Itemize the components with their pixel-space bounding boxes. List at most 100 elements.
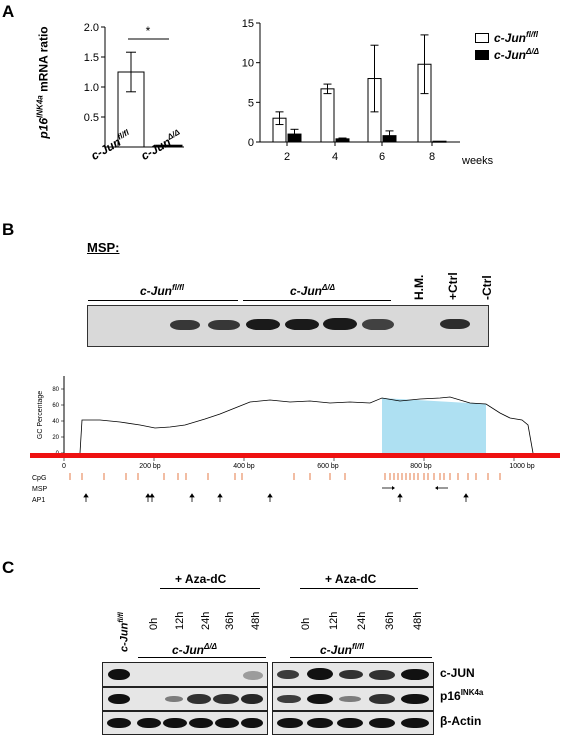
gel-band [285, 319, 319, 330]
sequence-baseline [30, 453, 560, 458]
blot-band [163, 718, 187, 728]
y-tick-label: 5 [248, 97, 254, 109]
blot-band [339, 670, 363, 679]
gc-x-tick-label: 600 bp [317, 463, 339, 470]
bar [432, 140, 447, 143]
blot-band [215, 718, 239, 728]
blot-band [241, 718, 263, 728]
time-point-label: 0h [300, 617, 312, 630]
blot-band [277, 718, 303, 728]
blot-band [369, 718, 395, 728]
blot-band [108, 694, 130, 704]
legend: c-Junfl/fl c-JunΔ/Δ [475, 30, 539, 62]
blot-band [277, 670, 299, 679]
legend-item-delta: c-JunΔ/Δ [475, 47, 539, 62]
blot-band [401, 718, 429, 728]
y-tick-label: 1.0 [84, 82, 99, 94]
weeks-chart: 15 10 5 0 2 4 6 8 [242, 18, 460, 163]
blot-band [307, 668, 333, 680]
gc-y-tick-label: 60 [52, 403, 59, 409]
gc-x-tick-label: 800 bp [410, 463, 432, 470]
weeks-unit-label: weeks [462, 155, 494, 167]
aza-line-right [300, 588, 418, 589]
gc-y-tick-label: 20 [52, 435, 59, 441]
blot-band [369, 694, 395, 704]
gel-band [170, 320, 200, 330]
blot-actin-left [102, 711, 268, 735]
p16-mrna-chart: 2.0 1.5 1.0 0.5 * [84, 22, 184, 148]
blot-actin-right [272, 711, 434, 735]
time-point-label: 36h [224, 611, 236, 630]
gc-x-tick-label: 0 [62, 463, 66, 470]
gc-x-tick-label: 400 bp [233, 463, 255, 470]
gel-band [208, 320, 240, 330]
blot-cjun-left [102, 662, 268, 687]
gc-y-tick-label: 80 [52, 387, 59, 393]
blot-band [307, 718, 333, 728]
x-tick-label: 8 [429, 151, 435, 163]
bar [320, 88, 335, 143]
blot-band [108, 669, 130, 680]
x-tick-label: 2 [284, 151, 290, 163]
time-point-label: 48h [250, 611, 262, 630]
blot-band [189, 718, 213, 728]
bar [155, 144, 183, 148]
row-label-actin: β-Actin [440, 714, 482, 728]
panel-letter-b: B [2, 220, 15, 239]
gc-x-tick-label: 200 bp [139, 463, 161, 470]
blot-band [369, 670, 395, 680]
blot-band [243, 671, 263, 680]
aza-label-right: + Aza-dC [325, 572, 377, 586]
blot-band [165, 696, 183, 702]
gc-y-tick-label: 40 [52, 419, 59, 425]
time-point-label: 24h [200, 611, 212, 630]
gel-band [440, 319, 470, 329]
x-tick-label: 6 [379, 151, 385, 163]
ctrl-pos: +Ctrl [446, 272, 460, 300]
blot-band [241, 694, 263, 704]
blot-group-flfl: c-Junfl/fl [320, 642, 365, 657]
blot-band [137, 718, 161, 728]
blot-band [213, 694, 239, 704]
x-tick-label: 4 [332, 151, 338, 163]
blot-band [401, 694, 429, 704]
row-label-cjun: c-JUN [440, 666, 475, 680]
gel-band [246, 319, 280, 330]
gc-x-tick-label: 1000 bp [509, 463, 534, 470]
ctrl-neg: -Ctrl [480, 275, 494, 300]
blot-band [107, 718, 131, 728]
gc-curve [79, 396, 534, 454]
y-tick-label: 0.5 [84, 112, 99, 124]
legend-swatch-flfl [475, 32, 489, 43]
ap1-arrowhead [463, 493, 469, 498]
ap1-arrowhead [189, 493, 195, 498]
time-point-label: 48h [412, 611, 424, 630]
blot-p16-right [272, 687, 434, 711]
track-msp-label: MSP [32, 486, 48, 493]
ap1-arrowhead [397, 493, 403, 498]
ap1-arrowhead [149, 493, 155, 498]
significance-star: * [146, 24, 151, 38]
msp-label: MSP: [87, 240, 120, 255]
legend-item-flfl: c-Junfl/fl [475, 30, 539, 45]
time-point-label: 0h [148, 617, 160, 630]
panel-letter-c: C [2, 558, 15, 577]
time-point-label: 24h [356, 611, 368, 630]
y-tick-label: 10 [242, 58, 254, 70]
ap1-arrowhead [83, 493, 89, 498]
y-tick-label: 0 [248, 137, 254, 149]
ctrl-hm: H.M. [412, 274, 426, 300]
blot-p16-left [102, 687, 268, 711]
aza-line-left [160, 588, 260, 589]
row-label-p16: p16INK4a [440, 688, 484, 703]
msp-gel [87, 305, 489, 347]
time-point-label: 36h [384, 611, 396, 630]
ap1-arrowhead [267, 493, 273, 498]
panel-letter-a: A [2, 2, 15, 21]
track-cpg-label: CpG [32, 475, 46, 482]
p16-y-axis-label: p16INK4a mRNA ratio [35, 26, 51, 139]
blot-group-delta: c-JunΔ/Δ [172, 642, 217, 657]
blot-group-line-delta [138, 657, 266, 658]
blot-group-line-flfl [290, 657, 432, 658]
